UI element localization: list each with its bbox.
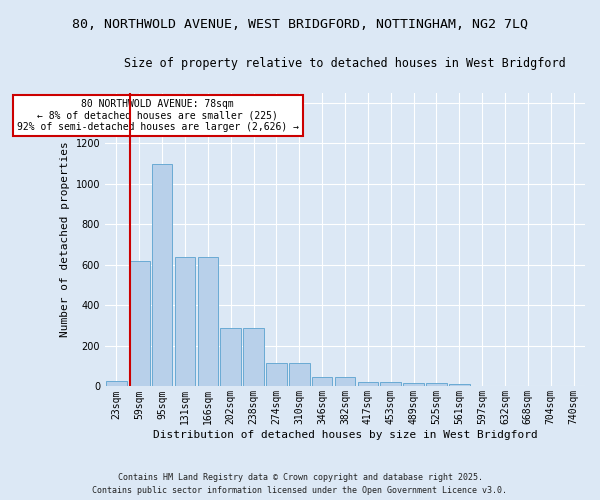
Bar: [244, 328, 264, 386]
Bar: [335, 376, 355, 386]
X-axis label: Distribution of detached houses by size in West Bridgford: Distribution of detached houses by size …: [152, 430, 538, 440]
Bar: [106, 380, 127, 386]
Text: Contains HM Land Registry data © Crown copyright and database right 2025.
Contai: Contains HM Land Registry data © Crown c…: [92, 474, 508, 495]
Bar: [380, 382, 401, 386]
Bar: [403, 384, 424, 386]
Bar: [312, 376, 332, 386]
Text: 80, NORTHWOLD AVENUE, WEST BRIDGFORD, NOTTINGHAM, NG2 7LQ: 80, NORTHWOLD AVENUE, WEST BRIDGFORD, NO…: [72, 18, 528, 30]
Bar: [449, 384, 470, 386]
Bar: [358, 382, 378, 386]
Bar: [426, 384, 447, 386]
Title: Size of property relative to detached houses in West Bridgford: Size of property relative to detached ho…: [124, 58, 566, 70]
Bar: [129, 260, 149, 386]
Text: 80 NORTHWOLD AVENUE: 78sqm
← 8% of detached houses are smaller (225)
92% of semi: 80 NORTHWOLD AVENUE: 78sqm ← 8% of detac…: [17, 98, 299, 132]
Bar: [152, 164, 172, 386]
Bar: [175, 256, 196, 386]
Bar: [197, 256, 218, 386]
Bar: [220, 328, 241, 386]
Bar: [266, 363, 287, 386]
Y-axis label: Number of detached properties: Number of detached properties: [60, 142, 70, 338]
Bar: [289, 363, 310, 386]
